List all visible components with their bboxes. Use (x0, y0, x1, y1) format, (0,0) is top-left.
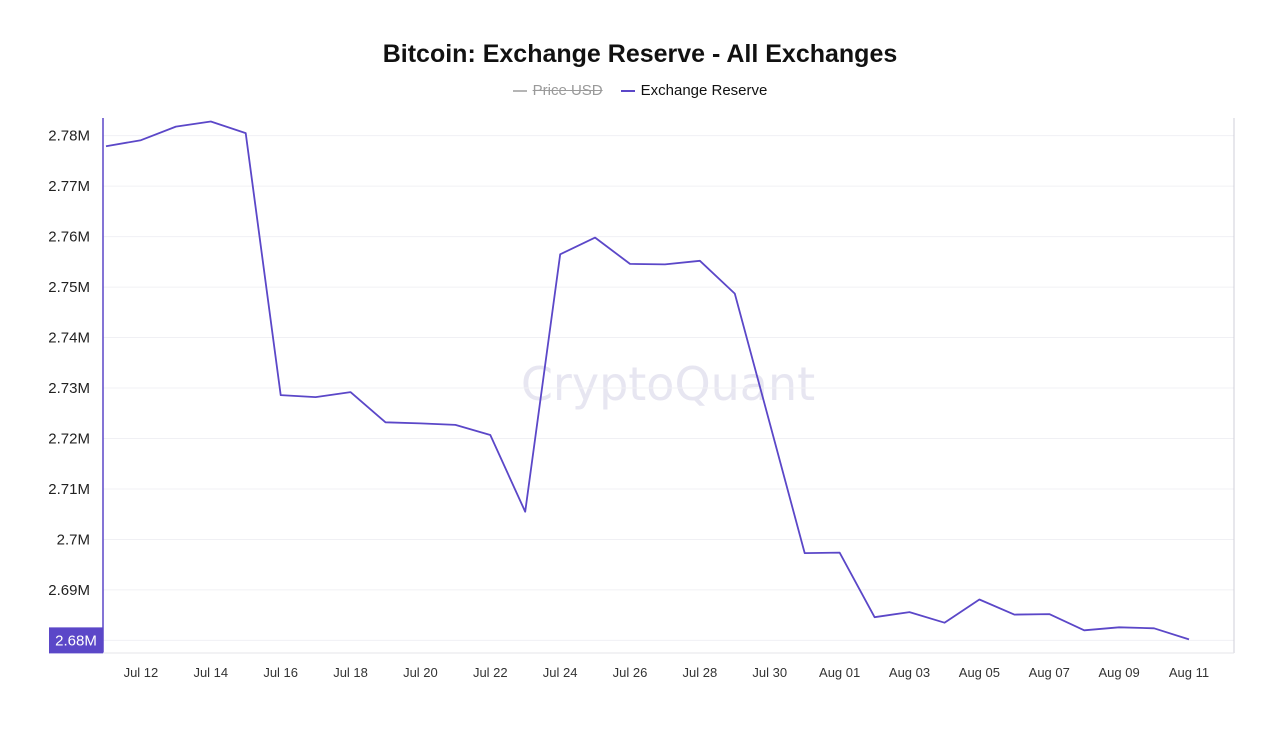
data-point (768, 421, 772, 425)
data-point (1152, 626, 1156, 630)
x-tick-label: Jul 24 (543, 665, 578, 680)
chart-title: Bitcoin: Exchange Reserve - All Exchange… (382, 40, 898, 68)
legend-swatch-price-usd (512, 89, 527, 92)
data-point (1012, 613, 1016, 617)
cursor-value-label: 2.68M (55, 632, 97, 649)
data-point (314, 395, 318, 399)
data-point (349, 390, 353, 394)
data-point (453, 423, 457, 427)
x-tick-label: Aug 05 (959, 665, 1000, 680)
legend-label-price-usd: Price USD (532, 82, 603, 99)
data-point (838, 551, 842, 555)
data-point (383, 420, 387, 424)
data-point (977, 598, 981, 602)
data-point (523, 510, 527, 514)
cursor-value-badge (49, 627, 103, 654)
x-tick-label: Jul 20 (403, 665, 438, 680)
y-tick-label: 2.7M (57, 531, 90, 548)
x-tick-label: Aug 01 (819, 665, 860, 680)
x-tick-label: Jul 12 (124, 665, 159, 680)
x-tick-label: Aug 03 (889, 665, 930, 680)
data-point (558, 252, 562, 256)
y-tick-label: 2.78M (48, 128, 90, 145)
legend-swatch-exchange-reserve (620, 89, 635, 92)
data-point (1047, 612, 1051, 616)
y-tick-label: 2.75M (48, 279, 90, 296)
y-tick-label: 2.71M (48, 481, 90, 498)
y-tick-label: 2.72M (48, 430, 90, 447)
data-point (1187, 637, 1191, 641)
x-tick-label: Jul 14 (193, 665, 228, 680)
y-tick-label: 2.73M (48, 380, 90, 397)
data-point (139, 138, 143, 142)
x-tick-label: Jul 18 (333, 665, 368, 680)
data-point (174, 125, 178, 129)
data-point (873, 615, 877, 619)
data-point (1117, 625, 1121, 629)
x-tick-label: Jul 28 (683, 665, 718, 680)
data-point (418, 421, 422, 425)
x-tick-label: Jul 22 (473, 665, 508, 680)
x-tick-label: Aug 09 (1099, 665, 1140, 680)
data-point (733, 292, 737, 296)
data-point (663, 262, 667, 266)
data-point (488, 433, 492, 437)
y-tick-label: 2.69M (48, 582, 90, 599)
x-tick-label: Aug 11 (1169, 665, 1209, 680)
x-tick-label: Jul 30 (752, 665, 787, 680)
data-point (908, 610, 912, 614)
x-tick-label: Aug 07 (1029, 665, 1070, 680)
data-point (803, 551, 807, 555)
data-point (244, 131, 248, 135)
y-tick-label: 2.77M (48, 178, 90, 195)
data-point (628, 262, 632, 266)
y-tick-label: 2.74M (48, 330, 90, 347)
legend-label-exchange-reserve: Exchange Reserve (640, 82, 768, 99)
data-point (1082, 628, 1086, 632)
data-point (279, 393, 283, 397)
data-point (593, 236, 597, 240)
data-point (209, 120, 213, 124)
watermark-text: CryptoQuant (521, 357, 815, 411)
legend: Price USD Exchange Reserve (0, 82, 1280, 99)
data-point (698, 259, 702, 263)
y-tick-label: 2.76M (48, 229, 90, 246)
x-tick-label: Jul 26 (613, 665, 648, 680)
series-line-exchange-reserve (105, 120, 1190, 641)
x-tick-label: Jul 16 (263, 665, 298, 680)
data-point (104, 144, 108, 148)
legend-item-exchange-reserve[interactable]: Exchange Reserve (620, 82, 768, 99)
legend-item-price-usd[interactable]: Price USD (512, 82, 603, 99)
data-point (942, 621, 946, 625)
